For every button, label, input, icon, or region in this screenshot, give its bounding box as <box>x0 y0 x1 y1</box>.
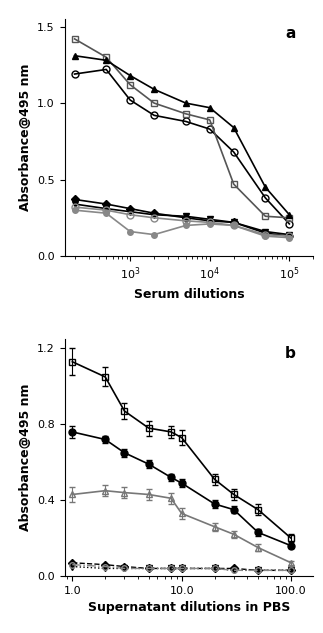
X-axis label: Serum dilutions: Serum dilutions <box>134 288 244 301</box>
Text: b: b <box>285 346 296 361</box>
Text: a: a <box>286 26 296 41</box>
Y-axis label: Absorbance@495 nm: Absorbance@495 nm <box>18 384 32 531</box>
Y-axis label: Absorbance@495 nm: Absorbance@495 nm <box>19 64 32 211</box>
X-axis label: Supernatant dilutions in PBS: Supernatant dilutions in PBS <box>88 601 290 614</box>
